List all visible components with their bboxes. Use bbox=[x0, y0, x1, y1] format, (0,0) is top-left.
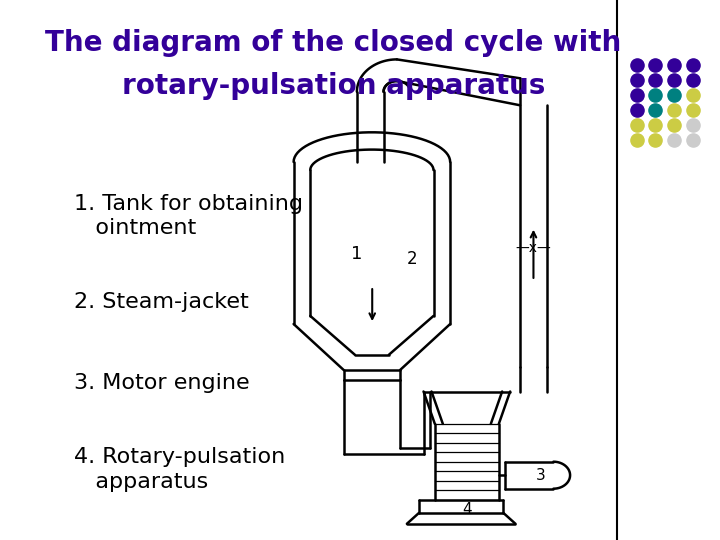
Point bbox=[668, 106, 680, 114]
Point bbox=[687, 76, 698, 84]
Text: —x—: —x— bbox=[516, 241, 552, 255]
Point bbox=[631, 76, 642, 84]
Text: 1: 1 bbox=[351, 245, 363, 263]
Point bbox=[668, 60, 680, 69]
Text: The diagram of the closed cycle with: The diagram of the closed cycle with bbox=[45, 29, 621, 57]
Point bbox=[668, 91, 680, 99]
Text: 2: 2 bbox=[407, 250, 418, 268]
Point bbox=[668, 121, 680, 130]
Point bbox=[687, 91, 698, 99]
Point bbox=[631, 106, 642, 114]
Point bbox=[668, 136, 680, 145]
Text: 3. Motor engine: 3. Motor engine bbox=[73, 373, 249, 394]
Text: rotary-pulsation apparatus: rotary-pulsation apparatus bbox=[122, 72, 545, 100]
Text: 4. Rotary-pulsation
   apparatus: 4. Rotary-pulsation apparatus bbox=[73, 448, 285, 492]
Point bbox=[649, 136, 661, 145]
Point bbox=[687, 106, 698, 114]
Point bbox=[649, 91, 661, 99]
Point bbox=[649, 76, 661, 84]
Point bbox=[631, 136, 642, 145]
Point bbox=[668, 76, 680, 84]
Point bbox=[631, 60, 642, 69]
Point bbox=[687, 121, 698, 130]
Text: 1. Tank for obtaining
   ointment: 1. Tank for obtaining ointment bbox=[73, 194, 302, 238]
Point bbox=[649, 121, 661, 130]
Point bbox=[687, 136, 698, 145]
Point bbox=[649, 106, 661, 114]
Point bbox=[687, 60, 698, 69]
Point bbox=[631, 91, 642, 99]
Text: 4: 4 bbox=[462, 502, 472, 517]
Point bbox=[649, 60, 661, 69]
Point bbox=[631, 121, 642, 130]
Text: 2. Steam-jacket: 2. Steam-jacket bbox=[73, 292, 248, 313]
Text: 3: 3 bbox=[536, 468, 546, 483]
